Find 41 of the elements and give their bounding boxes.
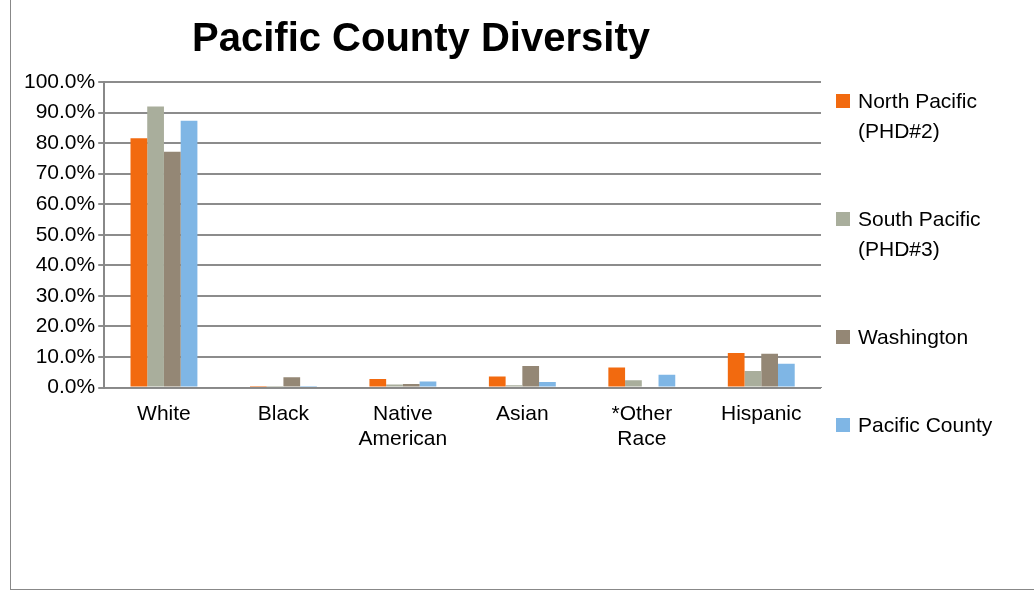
bar [744,371,762,387]
bar [402,383,420,387]
bar [386,384,403,387]
y-tick-label: 40.0% [35,252,96,276]
y-tick-label: 10.0% [35,343,96,367]
bar [419,381,437,387]
y-tick-label: 0.0% [47,374,96,398]
bar [539,382,556,387]
y-tick-label: 30.0% [35,282,96,306]
bar [369,379,387,387]
y-tick-label: 20.0% [35,313,96,337]
bar [658,374,676,387]
bar [180,120,198,387]
x-tick-label: Black [257,401,310,424]
y-tick-label: 70.0% [35,160,96,184]
legend-label: South Pacific (PHD#3) [858,206,982,262]
bar [727,353,745,387]
y-tick-label: 60.0% [35,191,96,215]
bar [522,365,540,387]
bar [283,377,301,387]
x-tick-label: White [137,401,191,424]
bar [625,380,642,387]
y-tick-label: 50.0% [35,221,96,245]
y-tick-label: 90.0% [35,99,96,123]
x-tick-label: Asian [496,401,549,424]
y-tick-label: 80.0% [35,129,96,153]
x-tick-label: Native American [358,401,448,450]
x-tick-label: *Other Race [611,401,673,450]
x-tick-label: Hispanic [721,401,802,424]
bar [488,376,506,387]
bar [147,106,164,387]
bar [608,367,626,387]
legend-label: North Pacific (PHD#2) [858,88,979,144]
legend-label: Washington [858,324,969,350]
bar [761,353,778,387]
bar [130,138,148,387]
bar [163,151,181,387]
chart-title: Pacific County Diversity [192,15,651,60]
y-tick-label: 100.0% [23,68,96,92]
legend-label: Pacific County [858,412,993,438]
bar [777,363,795,387]
